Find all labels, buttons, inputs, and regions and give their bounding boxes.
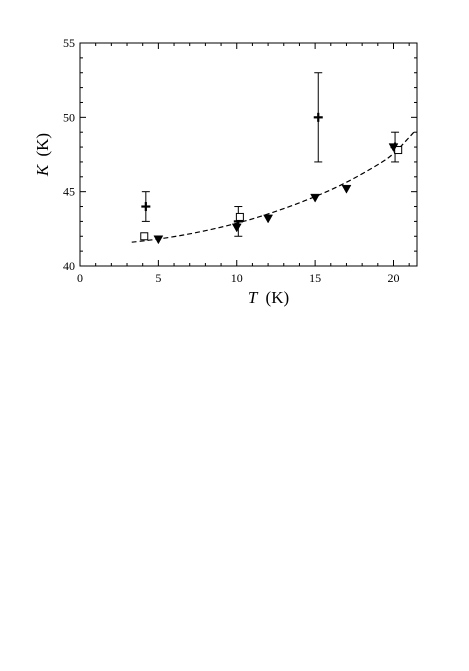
plot-frame: [79, 42, 418, 267]
x-tick-label: 5: [155, 271, 161, 285]
y-axis-label-unit: (K): [33, 133, 52, 157]
triangle-marker: [341, 184, 352, 194]
x-axis-label: T (K): [248, 288, 289, 307]
y-axis-label-symbol: K: [33, 163, 52, 177]
fit-curve: [131, 131, 415, 243]
y-tick-label: 50: [63, 110, 75, 124]
x-tick-label: 20: [387, 271, 399, 285]
triangle-marker: [388, 143, 399, 153]
square-marker: [140, 232, 149, 241]
x-axis-label-symbol: T: [248, 288, 259, 307]
y-tick-label: 45: [63, 185, 75, 199]
x-axis-label-unit: (K): [266, 288, 290, 307]
x-tick-label: 15: [309, 271, 321, 285]
triangle-marker: [231, 223, 242, 233]
y-tick-label: 55: [63, 36, 75, 50]
triangle-marker: [153, 235, 164, 245]
triangle-marker: [310, 193, 321, 203]
y-tick-label: 40: [63, 259, 75, 273]
plot-layer: 0 5 10 15 20 40 45 50 55: [63, 36, 418, 285]
triangle-marker: [263, 214, 274, 224]
square-marker: [235, 212, 244, 221]
y-axis-label: K (K): [33, 133, 52, 177]
x-tick-label: 10: [231, 271, 243, 285]
square-marker: [394, 146, 403, 155]
x-tick-label: 0: [77, 271, 83, 285]
